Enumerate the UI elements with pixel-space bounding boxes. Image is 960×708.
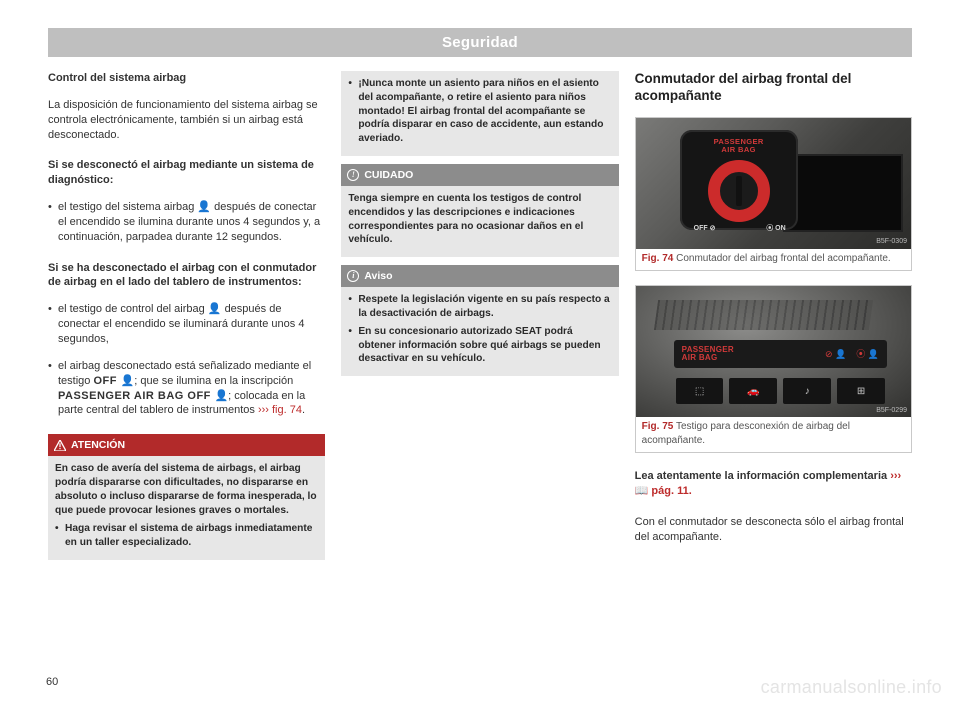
warning-title: ATENCIÓN: [71, 438, 125, 452]
off-label: OFF ⊘: [694, 224, 716, 233]
warning-icon: [54, 440, 66, 451]
strip-icons: ⊘ 👤 ⦿ 👤: [825, 348, 879, 360]
bullet: el airbag desconectado está señalizado m…: [48, 359, 325, 418]
info-icon: i: [347, 270, 359, 282]
fig-num: Fig. 75: [642, 421, 674, 432]
notice-body: Respete la legislación vigente en su paí…: [341, 287, 618, 376]
key-slot: [736, 176, 742, 206]
warning-head: ATENCIÓN: [48, 434, 325, 456]
figure-code: B5F-0309: [876, 237, 907, 246]
fig-ref-74: ››› fig. 74: [258, 404, 302, 416]
bullet: el testigo de control del airbag 👤 despu…: [48, 302, 325, 347]
para: Con el conmutador se desconecta sólo el …: [635, 515, 912, 545]
bullet: el testigo del sistema airbag 👤 después …: [48, 200, 325, 245]
airbag-label: PASSENGER AIR BAG: [698, 138, 780, 155]
watermark: carmanualsonline.info: [761, 677, 942, 698]
content-columns: Control del sistema airbag La disposició…: [48, 71, 912, 560]
warning-box: ATENCIÓN En caso de avería del sistema d…: [48, 434, 325, 560]
text: En caso de avería del sistema de airbags…: [55, 462, 318, 517]
dash-btn: 🚗: [729, 378, 777, 404]
heading-diag: Si se desconectó el airbag mediante un s…: [48, 158, 325, 188]
off-text: OFF: [93, 375, 120, 387]
heading-control: Control del sistema airbag: [48, 71, 325, 86]
bullet: En su concesionario autorizado SEAT podr…: [348, 325, 611, 366]
warning-continuation: ¡Nunca monte un asiento para niños en el…: [341, 71, 618, 156]
figure-75-caption: Fig. 75 Testigo para desconexión de airb…: [635, 417, 912, 453]
text: .: [302, 404, 305, 416]
heading-switch-section: Conmutador del airbag frontal del acompa…: [635, 71, 912, 105]
key-switch: [708, 160, 770, 222]
caution-icon: !: [347, 169, 359, 181]
column-3: Conmutador del airbag frontal del acompa…: [635, 71, 912, 560]
text: Tenga siempre en cuenta los testigos de …: [348, 192, 611, 247]
notice-box: i Aviso Respete la legislación vigente e…: [341, 265, 618, 376]
dash-btn: ⬚: [676, 378, 724, 404]
notice-title: Aviso: [364, 269, 392, 283]
page-number: 60: [46, 676, 58, 688]
section-title: Seguridad: [48, 28, 912, 57]
caution-box: ! CUIDADO Tenga siempre en cuenta los te…: [341, 164, 618, 257]
text: Lea atentamente la información complemen…: [635, 470, 891, 482]
on-indicator-icon: ⦿ 👤: [856, 348, 879, 360]
caution-head: ! CUIDADO: [341, 164, 618, 186]
off-on-labels: OFF ⊘ ⦿ ON: [694, 224, 786, 233]
figure-74-caption: Fig. 74 Conmutador del airbag frontal de…: [635, 249, 912, 272]
fig-text: Conmutador del airbag frontal del acompa…: [673, 253, 890, 264]
inscription: PASSENGER AIR BAG OFF: [58, 390, 214, 402]
read-info: Lea atentamente la información complemen…: [635, 469, 912, 499]
figure-74: PASSENGER AIR BAG OFF ⊘ ⦿ ON B5F-0309: [635, 117, 912, 249]
page: Seguridad Control del sistema airbag La …: [0, 0, 960, 708]
para: La disposición de funcionamiento del sis…: [48, 98, 325, 143]
fig-text: Testigo para desconexión de airbag del a…: [642, 421, 850, 446]
warning-body: En caso de avería del sistema de airbags…: [48, 456, 325, 560]
column-1: Control del sistema airbag La disposició…: [48, 71, 325, 560]
dash-btn: ♪: [783, 378, 831, 404]
off-indicator-icon: ⊘ 👤: [825, 348, 846, 360]
caution-body: Tenga siempre en cuenta los testigos de …: [341, 186, 618, 257]
bullet: Haga revisar el sistema de airbags inmed…: [55, 522, 318, 550]
text: 👤; que se ilumina en la inscripción: [121, 375, 294, 387]
infotainment-screen: [783, 154, 903, 232]
bullet: ¡Nunca monte un asiento para niños en el…: [348, 77, 611, 146]
air-vent: [654, 300, 874, 330]
button-row: ⬚ 🚗 ♪ ⊞: [676, 378, 885, 404]
on-label: ⦿ ON: [766, 224, 785, 233]
figure-74-wrap: PASSENGER AIR BAG OFF ⊘ ⦿ ON B5F-0309 Fi…: [635, 117, 912, 272]
caution-title: CUIDADO: [364, 168, 413, 182]
notice-head: i Aviso: [341, 265, 618, 287]
figure-75-wrap: PASSENGER AIR BAG ⊘ 👤 ⦿ 👤 ⬚ 🚗 ♪ ⊞ B5F-02…: [635, 285, 912, 453]
column-2: ¡Nunca monte un asiento para niños en el…: [341, 71, 618, 560]
figure-code: B5F-0299: [876, 406, 907, 415]
figure-75: PASSENGER AIR BAG ⊘ 👤 ⦿ 👤 ⬚ 🚗 ♪ ⊞ B5F-02…: [635, 285, 912, 417]
strip-text: PASSENGER AIR BAG: [682, 346, 734, 362]
heading-switch: Si se ha desconectado el airbag con el c…: [48, 261, 325, 291]
fig-num: Fig. 74: [642, 253, 674, 264]
indicator-strip: PASSENGER AIR BAG ⊘ 👤 ⦿ 👤: [674, 340, 887, 368]
dash-btn: ⊞: [837, 378, 885, 404]
bullet: Respete la legislación vigente en su paí…: [348, 293, 611, 321]
